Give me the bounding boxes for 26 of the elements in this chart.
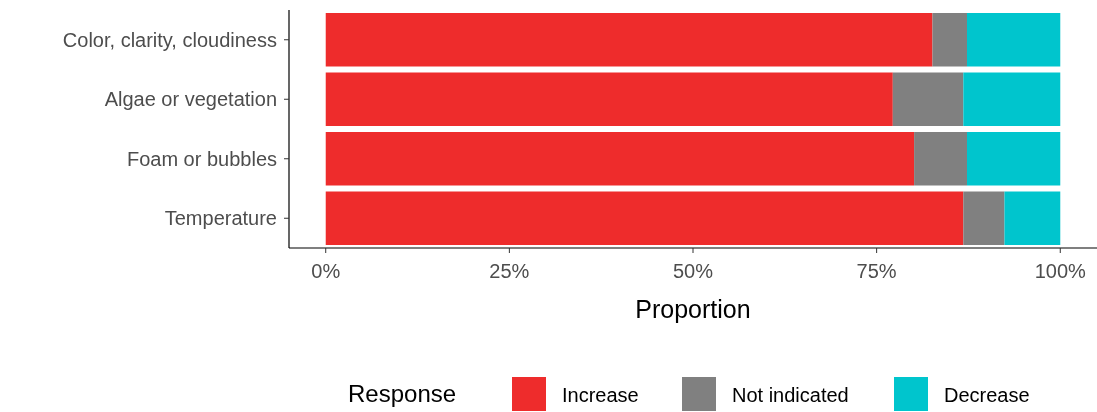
- y-tick-label: Algae or vegetation: [104, 88, 277, 111]
- bar: [325, 191, 964, 245]
- bar: [966, 13, 1061, 67]
- x-axis-title: Proportion: [635, 295, 751, 323]
- x-tick-label: 75%: [856, 260, 897, 282]
- bar: [1004, 191, 1061, 245]
- legend-label: Decrease: [944, 384, 1030, 406]
- legend-label: Increase: [562, 384, 639, 406]
- bar: [963, 72, 1061, 126]
- x-tick-label: 0%: [311, 260, 341, 282]
- y-tick-label: Color, clarity, cloudiness: [62, 28, 277, 51]
- bar: [325, 72, 893, 126]
- legend-title: Response: [348, 380, 457, 407]
- bar: [963, 191, 1005, 245]
- y-tick-label: Foam or bubbles: [126, 147, 277, 170]
- bar: [914, 132, 967, 186]
- x-tick-label: 50%: [672, 260, 714, 282]
- bar: [325, 132, 915, 186]
- x-tick-label: 25%: [489, 260, 530, 282]
- bar: [966, 132, 1061, 186]
- y-tick-label: Temperature: [164, 207, 277, 230]
- bar: [325, 13, 933, 67]
- x-tick-label: 100%: [1034, 260, 1087, 282]
- bar: [892, 72, 964, 126]
- legend-label: Not indicated: [732, 384, 849, 406]
- bar: [932, 13, 967, 67]
